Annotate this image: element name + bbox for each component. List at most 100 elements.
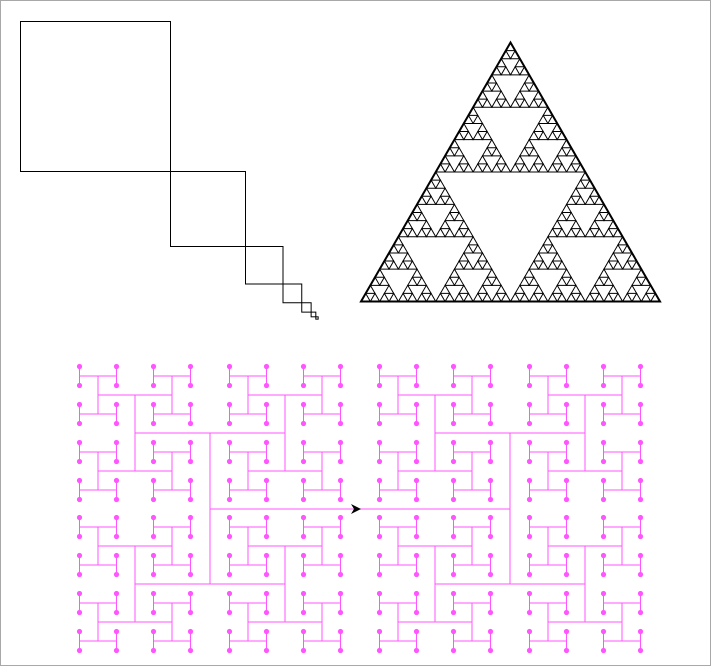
h-tree-node <box>263 401 270 408</box>
h-tree-node <box>150 363 157 370</box>
h-tree-node <box>450 458 457 465</box>
h-tree-node <box>300 628 307 635</box>
triangle-outline <box>425 179 437 189</box>
h-tree-node <box>150 496 157 503</box>
triangle-outline <box>537 292 549 302</box>
h-tree-endpoints <box>76 363 644 654</box>
h-tree-node <box>526 571 533 578</box>
triangle-outline <box>416 211 428 222</box>
h-tree-node <box>187 439 194 446</box>
h-tree-node <box>263 571 270 578</box>
h-tree-node <box>226 609 233 616</box>
h-tree-node <box>563 552 570 559</box>
triangle-outline <box>556 276 568 286</box>
triangle-outline <box>411 268 423 278</box>
triangle-outline <box>565 227 577 238</box>
triangle-outline <box>467 106 479 116</box>
h-tree-node <box>600 571 607 578</box>
h-tree-node <box>263 533 270 540</box>
triangle-outline <box>565 292 577 302</box>
triangle-outline <box>481 276 493 286</box>
h-tree-node <box>487 477 494 484</box>
triangle-outline <box>476 122 489 133</box>
triangle-outline <box>542 106 554 116</box>
triangle-outline <box>537 260 549 270</box>
h-tree-node <box>637 382 644 389</box>
h-tree-node <box>526 514 533 521</box>
triangle-outline <box>537 98 549 108</box>
h-tree-node <box>113 477 120 484</box>
h-tree-node <box>150 552 157 559</box>
h-tree-node <box>150 420 157 427</box>
h-tree-node <box>526 382 533 389</box>
h-tree-node <box>337 647 344 654</box>
triangle-outline <box>444 227 456 238</box>
triangle-outline <box>575 179 587 189</box>
h-tree-node <box>563 590 570 597</box>
h-tree-node <box>600 533 607 540</box>
triangle-outline <box>425 227 437 238</box>
triangle-outline <box>388 243 400 254</box>
triangle-outline <box>500 292 512 302</box>
triangle-outline <box>551 219 563 230</box>
triangle-outline <box>607 284 619 294</box>
triangle-outline <box>551 154 563 165</box>
triangle-outline <box>565 162 577 173</box>
h-tree-node <box>526 533 533 540</box>
triangle-outline <box>556 162 568 173</box>
h-tree-node <box>600 609 607 616</box>
h-tree-node <box>187 590 194 597</box>
triangle-outline <box>406 227 418 238</box>
h-tree-node <box>487 590 494 597</box>
h-tree-node <box>76 439 83 446</box>
h-tree-node <box>526 647 533 654</box>
h-tree-node <box>600 458 607 465</box>
triangle-outline <box>462 243 474 254</box>
triangle-outline <box>430 170 442 181</box>
triangle-outline <box>374 268 386 278</box>
triangle-outline <box>570 284 582 294</box>
triangle-outline <box>556 227 568 238</box>
triangle-outline <box>439 284 451 294</box>
triangle-outline <box>420 284 432 294</box>
triangle-outline <box>416 227 428 238</box>
triangle-outline <box>402 251 414 262</box>
h-tree-node <box>413 363 420 370</box>
triangle-outline <box>425 195 437 205</box>
h-tree-node <box>337 458 344 465</box>
h-tree-node <box>150 477 157 484</box>
h-tree-node <box>526 628 533 635</box>
h-tree-node <box>376 401 383 408</box>
h-tree-node <box>487 628 494 635</box>
h-tree-node <box>76 590 83 597</box>
h-tree-node <box>226 401 233 408</box>
triangle-outline <box>453 227 465 238</box>
triangle-outline <box>528 162 540 173</box>
triangle-outline <box>532 284 545 294</box>
h-tree-node <box>450 590 457 597</box>
triangle-outline <box>490 292 503 302</box>
triangle-outline <box>537 243 549 254</box>
triangle-outline <box>593 292 605 302</box>
h-tree-node <box>300 571 307 578</box>
h-tree-node <box>300 477 307 484</box>
triangle-outline <box>448 203 460 213</box>
h-tree-node <box>337 609 344 616</box>
h-tree-node <box>226 496 233 503</box>
h-tree-node <box>113 496 120 503</box>
triangle-outline <box>518 98 531 108</box>
h-tree-node <box>376 458 383 465</box>
triangle-outline <box>486 73 498 84</box>
h-tree-node <box>600 363 607 370</box>
h-tree-node <box>113 439 120 446</box>
h-tree-node <box>226 439 233 446</box>
h-tree-node <box>263 458 270 465</box>
h-tree-node <box>376 647 383 654</box>
triangle-outline <box>640 292 652 302</box>
triangle-outline <box>453 292 465 302</box>
h-tree-node <box>337 552 344 559</box>
h-tree-node <box>113 458 120 465</box>
h-tree-node <box>187 458 194 465</box>
sierpinski-triangle <box>359 40 662 303</box>
